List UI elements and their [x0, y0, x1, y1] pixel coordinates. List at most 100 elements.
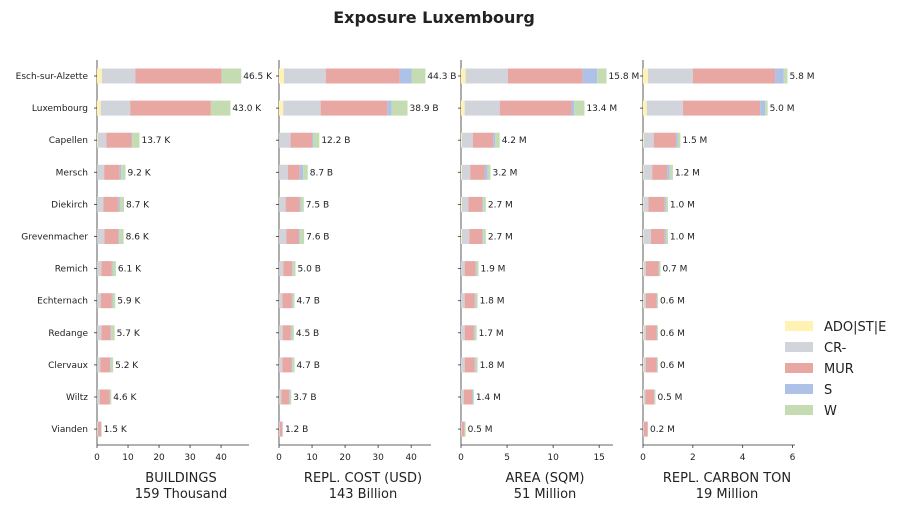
data-label: 7.6 B: [306, 233, 329, 243]
bar-segment: [283, 68, 326, 84]
bar-segment: [303, 164, 308, 180]
x-tick-label: 15: [593, 453, 604, 463]
bar-segment: [461, 68, 466, 84]
bar-segment: [279, 196, 286, 212]
bar-segment: [643, 357, 646, 373]
data-label: 1.8 M: [480, 297, 505, 307]
bar-segment: [461, 357, 465, 373]
bar-segment: [101, 68, 136, 84]
bar-segment: [461, 100, 465, 116]
bar-segment: [112, 293, 116, 309]
bar-segment: [665, 196, 668, 212]
bar-segment: [97, 261, 102, 277]
data-label: 0.6 M: [660, 361, 685, 371]
x-axis-sublabel: 19 Million: [696, 487, 759, 502]
bar-segment: [97, 293, 101, 309]
bar-segment: [210, 100, 231, 116]
x-tick-label: 0: [276, 453, 282, 463]
bar-segment: [279, 325, 283, 341]
bar-segment: [279, 100, 284, 116]
x-axis-sublabel: 159 Thousand: [135, 487, 228, 502]
x-tick-label: 10: [547, 453, 559, 463]
y-tick-label: Capellen: [49, 136, 88, 146]
bar-segment: [461, 229, 470, 244]
bar-segment: [461, 196, 469, 212]
data-label: 1.2 M: [675, 168, 700, 178]
data-label: 0.2 M: [650, 425, 675, 435]
bar-segment: [650, 229, 665, 244]
bar-segment: [132, 132, 140, 148]
y-tick-label: Esch-sur-Alzette: [16, 72, 89, 82]
data-label: 4.7 B: [297, 297, 320, 307]
bar-segment: [775, 68, 784, 84]
bar-segment: [131, 132, 133, 148]
bar-segment: [103, 196, 119, 212]
data-label: 8.7 B: [310, 168, 333, 178]
data-label: 3.7 B: [293, 393, 316, 403]
x-tick-label: 30: [372, 453, 384, 463]
bar-segment: [463, 389, 473, 405]
bar-segment: [221, 68, 242, 84]
bar-segment: [656, 293, 658, 309]
bar-segment: [653, 132, 677, 148]
data-label: 3.2 M: [492, 168, 517, 178]
data-label: 0.5 M: [657, 393, 682, 403]
bar-segment: [499, 100, 572, 116]
bar-segment: [461, 132, 462, 148]
bar-segment: [104, 229, 119, 244]
data-label: 5.2 K: [115, 361, 139, 371]
data-label: 15.8 M: [609, 72, 640, 82]
bar-segment: [290, 325, 292, 341]
bar-segment: [643, 68, 648, 84]
bar-segment: [472, 389, 474, 405]
x-axis-label: BUILDINGS: [145, 471, 216, 486]
bar-segment: [484, 164, 488, 180]
bar-segment: [470, 164, 485, 180]
bar-segment: [464, 357, 475, 373]
data-label: 4.7 B: [297, 361, 320, 371]
bar-segment: [472, 389, 473, 405]
bar-segment: [643, 100, 647, 116]
x-tick-label: 2: [690, 453, 696, 463]
bar-segment: [475, 261, 477, 277]
bar-segment: [646, 100, 683, 116]
bar-segment: [97, 325, 102, 341]
bar-segment: [483, 196, 486, 212]
bar-segment: [110, 357, 111, 373]
bar-segment: [469, 229, 483, 244]
y-tick-label: Wiltz: [66, 393, 88, 403]
bar-segment: [111, 325, 115, 341]
data-label: 12.2 B: [321, 136, 350, 146]
bar-segment: [664, 196, 666, 212]
bar-segment: [643, 132, 654, 148]
bar-segment: [643, 229, 651, 244]
data-label: 2.7 M: [488, 200, 513, 210]
legend-swatch: [785, 363, 813, 373]
data-label: 0.6 M: [660, 329, 685, 339]
bar-segment: [464, 293, 475, 309]
bar-segment: [97, 164, 105, 180]
bar-segment: [119, 229, 124, 244]
bar-segment: [110, 357, 114, 373]
data-label: 1.8 M: [480, 361, 505, 371]
bar-segment: [571, 100, 575, 116]
data-label: 6.1 K: [118, 265, 142, 275]
bar-segment: [643, 261, 646, 277]
bar-segment: [643, 132, 644, 148]
bar-segment: [282, 293, 292, 309]
bar-segment: [643, 421, 648, 437]
data-label: 7.5 B: [306, 200, 329, 210]
bar-segment: [279, 357, 283, 373]
bar-segment: [411, 68, 426, 84]
bar-segment: [643, 325, 646, 341]
legend-swatch: [785, 342, 813, 352]
x-tick-label: 20: [339, 453, 351, 463]
y-tick-label: Mersch: [56, 168, 88, 178]
bar-segment: [118, 229, 120, 244]
bar-segment: [112, 261, 116, 277]
y-tick-label: Vianden: [51, 425, 88, 435]
bar-segment: [475, 293, 478, 309]
data-label: 46.5 K: [243, 72, 273, 82]
bar-segment: [645, 357, 657, 373]
